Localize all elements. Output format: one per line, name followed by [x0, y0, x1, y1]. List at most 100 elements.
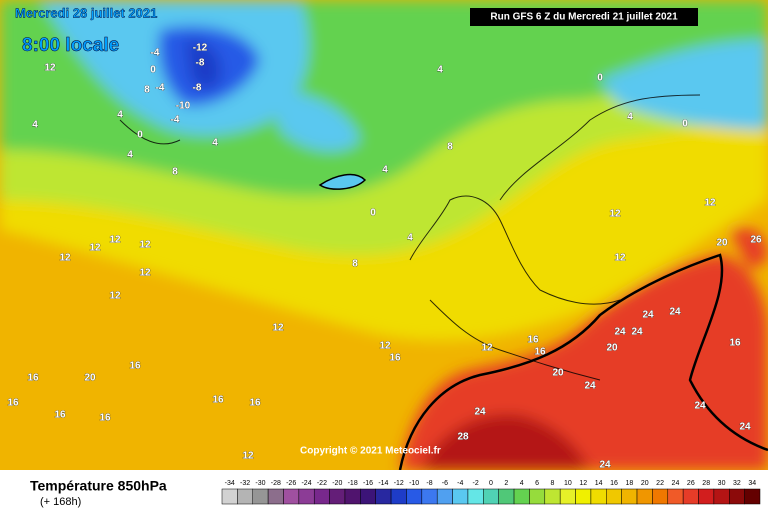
legend-label: -20: [332, 480, 342, 487]
contour-label: 4: [627, 112, 633, 123]
legend-swatch: [636, 488, 653, 505]
legend-label: 8: [551, 480, 555, 487]
contour-label: 16: [129, 361, 141, 372]
legend-label: -22: [317, 480, 327, 487]
legend-label: -24: [301, 480, 311, 487]
contour-label: 0: [370, 208, 376, 219]
legend-swatch: [667, 488, 684, 505]
contour-label: 16: [54, 410, 66, 421]
contour-label: 16: [534, 347, 546, 358]
contour-label: 16: [27, 373, 39, 384]
legend-label: 22: [656, 480, 664, 487]
legend: -34 -32 -30 -28 -26 -24 -22 -20 -18 -16 -14 -12 -10-…: [221, 480, 761, 505]
legend-label: -28: [271, 480, 281, 487]
copyright: Copyright © 2021 Meteociel.fr: [300, 446, 441, 457]
contour-label: 0: [682, 119, 688, 130]
legend-swatch: [467, 488, 484, 505]
time: 8:00 locale: [22, 35, 119, 56]
legend-swatch: [544, 488, 561, 505]
legend-swatch: [237, 488, 253, 505]
legend-label: 30: [718, 480, 726, 487]
contour-label: 8: [144, 85, 150, 96]
contour-label: 16: [212, 395, 224, 406]
contour-label: 12: [272, 323, 284, 334]
legend-swatch: [590, 488, 607, 505]
legend-label: -30: [255, 480, 265, 487]
legend-label: -26: [286, 480, 296, 487]
legend-swatch: [375, 488, 392, 505]
contour-label: -10: [176, 101, 191, 112]
contour-label: 12: [109, 235, 121, 246]
legend-swatch: [713, 488, 730, 505]
legend-label: -32: [240, 480, 250, 487]
legend-label: 34: [748, 480, 756, 487]
legend-label: 6: [535, 480, 539, 487]
legend-swatch: [221, 488, 238, 505]
contour-label: 12: [59, 253, 71, 264]
legend-swatch: [621, 488, 638, 505]
legend-label: 18: [625, 480, 633, 487]
legend-swatch: [452, 488, 469, 505]
legend-label: -2: [473, 480, 479, 487]
date: Mercredi 28 juillet 2021: [15, 5, 157, 20]
contour-label: 12: [44, 63, 56, 74]
contour-label: 24: [631, 327, 643, 338]
contour-label: 4: [117, 110, 123, 121]
legend-swatch: [267, 488, 284, 505]
footer-title: Température 850hPa: [30, 478, 167, 494]
legend-label: 20: [641, 480, 649, 487]
contour-label: 12: [609, 209, 621, 220]
contour-label: 16: [729, 338, 741, 349]
contour-label: 16: [527, 335, 539, 346]
legend-swatch: [298, 488, 315, 505]
legend-swatch: [252, 488, 269, 505]
legend-label: -34: [225, 480, 235, 487]
contour-label: -4: [171, 115, 180, 126]
contour-label: 8: [447, 142, 453, 153]
contour-label: 4: [212, 138, 218, 149]
contour-label: 16: [7, 398, 19, 409]
contour-label: 12: [109, 291, 121, 302]
contour-label: 12: [89, 243, 101, 254]
legend-swatch: [390, 488, 407, 505]
contour-label: 12: [481, 343, 493, 354]
temperature-field: [0, 0, 768, 470]
legend-swatch: [436, 488, 453, 505]
contour-label: 12: [704, 198, 716, 209]
contour-label: 16: [389, 353, 401, 364]
legend-label: -4: [457, 480, 463, 487]
contour-label: 8: [172, 167, 178, 178]
contour-label: 12: [379, 341, 391, 352]
legend-label: 2: [504, 480, 508, 487]
contour-label: 4: [127, 150, 133, 161]
contour-label: 20: [552, 368, 564, 379]
legend-swatch: [283, 488, 300, 505]
legend-swatch: [329, 488, 346, 505]
contour-label: 0: [597, 73, 603, 84]
legend-label: 24: [672, 480, 680, 487]
contour-label: 24: [599, 460, 611, 471]
legend-swatch: [744, 488, 761, 505]
legend-label: -8: [426, 480, 432, 487]
legend-swatch: [698, 488, 715, 505]
legend-swatch: [682, 488, 699, 505]
contour-label: 16: [249, 398, 261, 409]
contour-label: 4: [382, 165, 388, 176]
legend-label: -12: [394, 480, 404, 487]
contour-label: 24: [642, 310, 654, 321]
legend-label: 0: [489, 480, 493, 487]
contour-label: 26: [750, 235, 762, 246]
legend-swatch: [729, 488, 745, 505]
legend-swatch: [421, 488, 438, 505]
contour-label: 4: [437, 65, 443, 76]
legend-label: -18: [348, 480, 358, 487]
legend-label: -16: [363, 480, 373, 487]
legend-label: -6: [442, 480, 448, 487]
legend-swatch: [344, 488, 361, 505]
legend-swatch: [360, 488, 376, 505]
legend-swatch: [406, 488, 423, 505]
run-info: Run GFS 6 Z du Mercredi 21 juillet 2021: [490, 12, 678, 23]
contour-label: 4: [32, 120, 38, 131]
